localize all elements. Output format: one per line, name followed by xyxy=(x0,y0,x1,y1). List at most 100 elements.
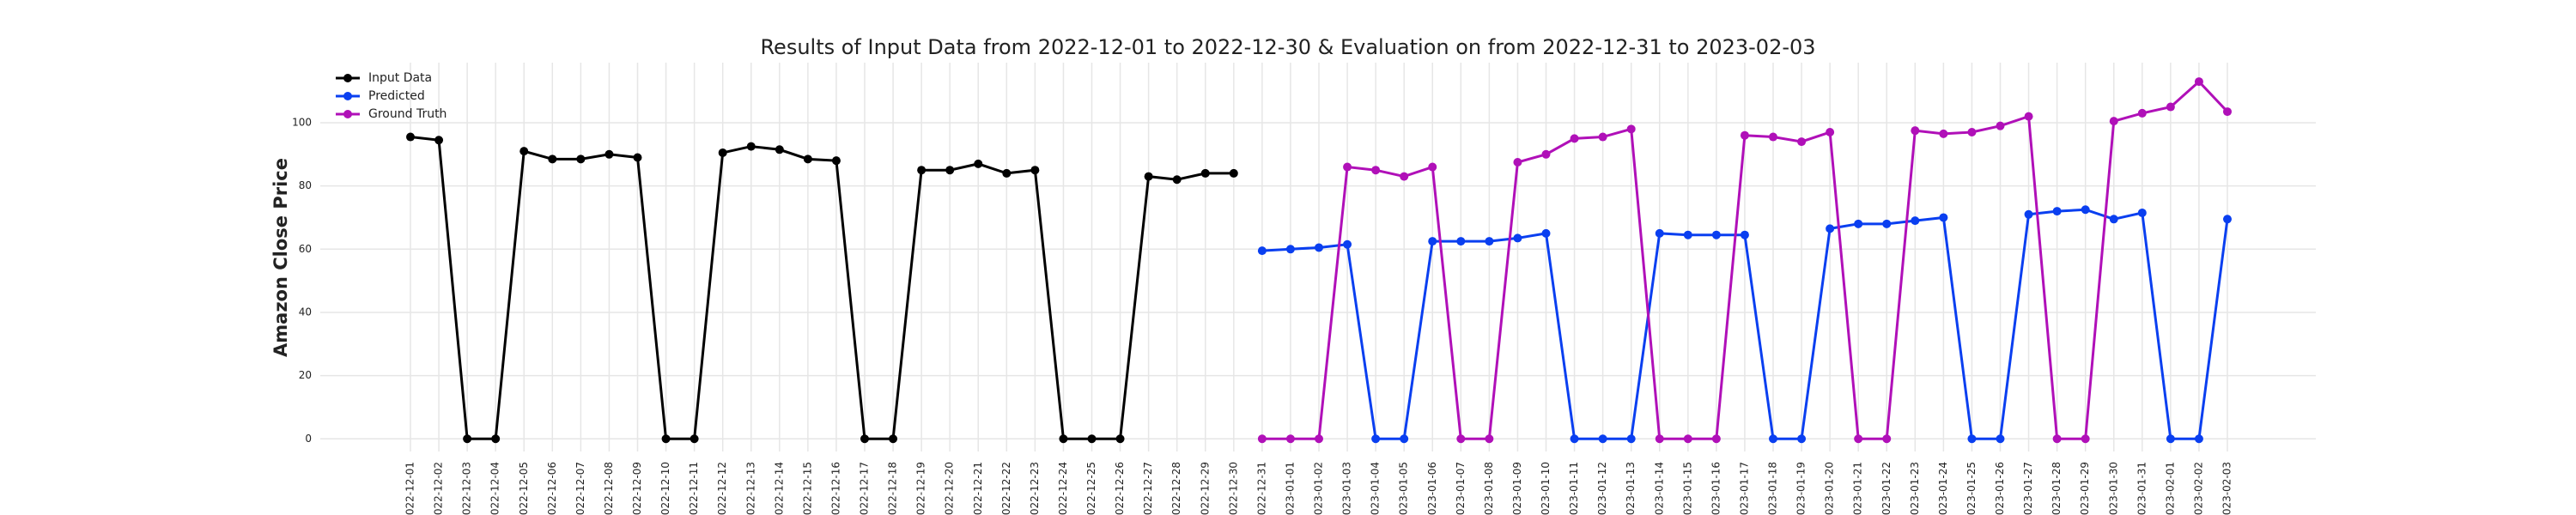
data-point xyxy=(1485,434,1494,444)
data-point xyxy=(1711,230,1721,239)
data-point xyxy=(1115,434,1125,444)
x-tick-label: 2023-01-17 xyxy=(1738,462,1750,515)
x-tick-label: 2023-01-30 xyxy=(2107,462,2119,515)
data-point xyxy=(1854,434,1863,444)
data-point xyxy=(2194,77,2203,87)
data-point xyxy=(1400,172,1409,181)
x-tick-label: 2022-12-10 xyxy=(659,462,671,515)
data-point xyxy=(945,166,955,175)
x-tick-label: 2023-02-01 xyxy=(2164,462,2176,515)
data-point xyxy=(2223,215,2232,224)
x-tick-label: 2023-01-03 xyxy=(1341,462,1353,515)
data-point xyxy=(1485,237,1494,246)
data-point xyxy=(1598,434,1607,444)
data-point xyxy=(1030,166,1040,175)
x-tick-label: 2022-12-27 xyxy=(1142,462,1154,515)
legend-marker xyxy=(343,110,352,118)
x-tick-label: 2022-12-07 xyxy=(574,462,586,515)
data-point xyxy=(1826,128,1835,137)
x-tick-label: 2023-01-23 xyxy=(1909,462,1921,515)
data-point xyxy=(1683,230,1692,239)
chart-title: Results of Input Data from 2022-12-01 to… xyxy=(760,35,1815,59)
x-tick-label: 2022-12-17 xyxy=(859,462,871,515)
data-point xyxy=(1967,128,1977,137)
x-tick-label: 2023-01-21 xyxy=(1852,462,1864,515)
data-point xyxy=(1400,434,1409,444)
x-tick-label: 2022-12-04 xyxy=(489,462,501,515)
x-tick-label: 2022-12-11 xyxy=(688,462,700,515)
data-point xyxy=(1456,237,1466,246)
y-tick-label: 40 xyxy=(299,306,312,318)
y-tick-label: 80 xyxy=(299,179,312,191)
data-point xyxy=(406,132,415,142)
data-point xyxy=(1797,434,1807,444)
x-tick-label: 2023-01-04 xyxy=(1370,462,1382,515)
data-point xyxy=(1172,175,1182,185)
data-point xyxy=(2109,215,2118,224)
x-tick-label: 2022-12-24 xyxy=(1057,462,1069,515)
x-tick-label: 2022-12-13 xyxy=(744,462,756,515)
x-tick-label: 2023-01-14 xyxy=(1653,462,1665,515)
x-tick-label: 2023-01-15 xyxy=(1681,462,1693,515)
data-point xyxy=(2137,208,2147,217)
x-tick-label: 2023-01-06 xyxy=(1426,462,1438,515)
data-point xyxy=(1371,166,1381,175)
x-tick-label: 2022-12-15 xyxy=(801,462,813,515)
x-tick-label: 2023-02-02 xyxy=(2192,462,2204,515)
x-tick-label: 2023-01-08 xyxy=(1483,462,1495,515)
data-point xyxy=(548,154,557,164)
data-point xyxy=(1626,124,1636,134)
data-point xyxy=(2081,205,2090,215)
data-point xyxy=(1456,434,1466,444)
x-tick-label: 2022-12-05 xyxy=(518,462,530,515)
x-tick-label: 2023-01-12 xyxy=(1596,462,1608,515)
x-tick-label: 2022-12-08 xyxy=(603,462,615,515)
data-point xyxy=(1911,126,1920,136)
data-point xyxy=(1996,434,2005,444)
data-point xyxy=(1371,434,1381,444)
x-tick-label: 2022-12-22 xyxy=(1000,462,1012,515)
data-point xyxy=(1229,168,1238,178)
data-point xyxy=(1683,434,1692,444)
series-line xyxy=(410,136,1234,440)
data-point xyxy=(434,136,444,145)
data-point xyxy=(1939,129,1948,138)
x-tick-label: 2022-12-01 xyxy=(404,462,416,515)
x-tick-label: 2023-01-27 xyxy=(2022,462,2034,515)
x-tick-label: 2023-01-19 xyxy=(1795,462,1807,515)
data-point xyxy=(1541,228,1551,238)
data-point xyxy=(1882,434,1892,444)
y-tick-label: 20 xyxy=(299,369,312,381)
x-tick-label: 2023-01-13 xyxy=(1625,462,1637,515)
data-point xyxy=(463,434,472,444)
data-point xyxy=(2166,434,2175,444)
x-tick-label: 2022-12-23 xyxy=(1029,462,1041,515)
data-point xyxy=(917,166,927,175)
data-point xyxy=(1285,434,1295,444)
legend-label: Ground Truth xyxy=(368,107,447,121)
data-point xyxy=(1655,434,1664,444)
data-point xyxy=(1882,219,1892,228)
data-point xyxy=(1911,216,1920,226)
data-point xyxy=(605,149,614,159)
data-point xyxy=(1996,121,2005,130)
legend-label: Predicted xyxy=(368,89,425,103)
data-point xyxy=(1967,434,1977,444)
data-point xyxy=(1598,132,1607,142)
data-point xyxy=(633,153,642,162)
x-tick-label: 2022-12-06 xyxy=(546,462,558,515)
legend-label: Input Data xyxy=(368,71,432,85)
data-point xyxy=(1059,434,1068,444)
x-tick-label: 2023-01-01 xyxy=(1284,462,1296,515)
x-tick-label: 2022-12-21 xyxy=(972,462,984,515)
data-point xyxy=(1285,245,1295,254)
data-point xyxy=(1655,228,1664,238)
x-tick-label: 2023-01-10 xyxy=(1540,462,1552,515)
data-point xyxy=(2052,207,2062,216)
x-tick-label: 2022-12-28 xyxy=(1170,462,1182,515)
data-point xyxy=(1257,434,1267,444)
x-tick-label: 2022-12-09 xyxy=(631,462,643,515)
data-point xyxy=(1939,213,1948,222)
data-point xyxy=(1854,219,1863,228)
